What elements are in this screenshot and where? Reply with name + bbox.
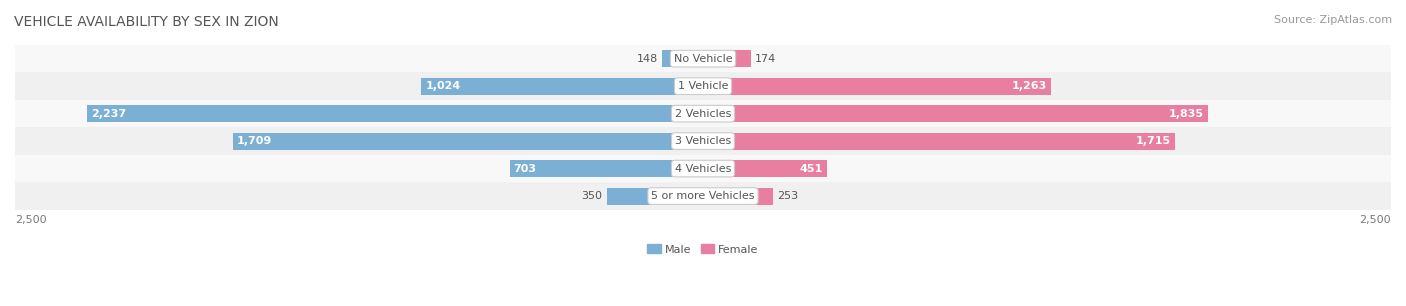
Bar bbox=[232, 132, 703, 150]
Text: 1 Vehicle: 1 Vehicle bbox=[678, 81, 728, 91]
Bar bbox=[422, 78, 703, 95]
Bar bbox=[703, 188, 773, 205]
Bar bbox=[15, 100, 1391, 127]
Bar bbox=[703, 105, 1208, 122]
Text: 4 Vehicles: 4 Vehicles bbox=[675, 164, 731, 174]
Text: 174: 174 bbox=[755, 54, 776, 64]
Text: 3 Vehicles: 3 Vehicles bbox=[675, 136, 731, 146]
Text: Source: ZipAtlas.com: Source: ZipAtlas.com bbox=[1274, 15, 1392, 25]
Text: 148: 148 bbox=[637, 54, 658, 64]
Text: 1,835: 1,835 bbox=[1168, 109, 1204, 119]
Bar bbox=[509, 160, 703, 177]
Bar bbox=[606, 188, 703, 205]
Text: 5 or more Vehicles: 5 or more Vehicles bbox=[651, 191, 755, 201]
Text: 2,237: 2,237 bbox=[91, 109, 127, 119]
Bar bbox=[703, 132, 1175, 150]
Text: 703: 703 bbox=[513, 164, 537, 174]
Bar bbox=[662, 50, 703, 67]
Text: 451: 451 bbox=[800, 164, 823, 174]
Bar bbox=[15, 45, 1391, 73]
Bar bbox=[15, 127, 1391, 155]
Text: 350: 350 bbox=[582, 191, 603, 201]
Text: 1,715: 1,715 bbox=[1136, 136, 1171, 146]
Text: 1,024: 1,024 bbox=[426, 81, 461, 91]
Text: No Vehicle: No Vehicle bbox=[673, 54, 733, 64]
Bar bbox=[703, 78, 1050, 95]
Text: 2 Vehicles: 2 Vehicles bbox=[675, 109, 731, 119]
Bar bbox=[15, 73, 1391, 100]
Text: 2,500: 2,500 bbox=[15, 215, 46, 225]
Text: 1,263: 1,263 bbox=[1011, 81, 1046, 91]
Text: 253: 253 bbox=[776, 191, 797, 201]
Bar bbox=[87, 105, 703, 122]
Bar bbox=[703, 160, 827, 177]
Text: 1,709: 1,709 bbox=[236, 136, 273, 146]
Bar bbox=[15, 155, 1391, 182]
Text: VEHICLE AVAILABILITY BY SEX IN ZION: VEHICLE AVAILABILITY BY SEX IN ZION bbox=[14, 15, 278, 29]
Text: 2,500: 2,500 bbox=[1360, 215, 1391, 225]
Bar bbox=[703, 50, 751, 67]
Legend: Male, Female: Male, Female bbox=[643, 240, 763, 259]
Bar bbox=[15, 182, 1391, 210]
